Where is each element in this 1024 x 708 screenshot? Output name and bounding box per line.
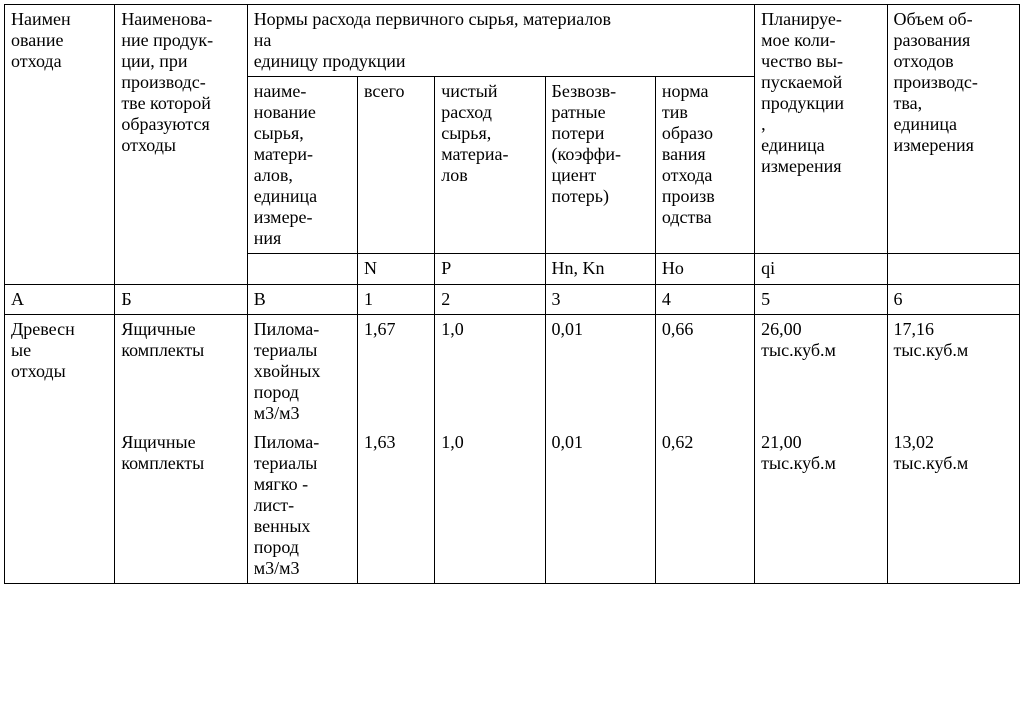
symbol-col-3: Hn, Kn bbox=[545, 254, 655, 285]
index-col-3: 3 bbox=[545, 285, 655, 315]
header-col-group: Нормы расхода первичного сырья, материал… bbox=[247, 5, 754, 77]
cell-col-v: Пилома-териалыхвойныхпородм3/м3 bbox=[247, 315, 357, 429]
header-col-4: нормативобразованияотходапроизводства bbox=[655, 77, 754, 254]
cell-col-b: Ящичныекомплекты bbox=[115, 315, 247, 429]
index-col-5: 5 bbox=[755, 285, 887, 315]
index-col-4: 4 bbox=[655, 285, 754, 315]
table-row: Ящичныекомплекты Пилома-териалымягко -ли… bbox=[5, 428, 1020, 584]
header-col-v: наиме-нованиесырья,матери-алов,единицаиз… bbox=[247, 77, 357, 254]
cell-col-5: 21,00тыс.куб.м bbox=[755, 428, 887, 584]
header-col-1: всего bbox=[358, 77, 435, 254]
cell-col-6: 17,16тыс.куб.м bbox=[887, 315, 1019, 429]
header-col-5: Планируе-мое коли-чество вы-пускаемойпро… bbox=[755, 5, 887, 254]
header-col-6: Объем об-разованияотходовпроизводс-тва,е… bbox=[887, 5, 1019, 254]
symbol-col-5: qi bbox=[755, 254, 887, 285]
cell-col-3: 0,01 bbox=[545, 315, 655, 429]
cell-col-1: 1,63 bbox=[358, 428, 435, 584]
header-row-1: Наименованиеотхода Наименова-ние продук-… bbox=[5, 5, 1020, 77]
index-col-b: Б bbox=[115, 285, 247, 315]
cell-col-3: 0,01 bbox=[545, 428, 655, 584]
symbol-col-2: P bbox=[435, 254, 545, 285]
cell-col-v: Пилома-териалымягко -лист-венныхпородм3/… bbox=[247, 428, 357, 584]
symbol-col-v bbox=[247, 254, 357, 285]
header-col-a: Наименованиеотхода bbox=[5, 5, 115, 285]
symbol-col-1: N bbox=[358, 254, 435, 285]
cell-col-a bbox=[5, 428, 115, 584]
symbol-col-6 bbox=[887, 254, 1019, 285]
table-row: Древесныеотходы Ящичныекомплекты Пилома-… bbox=[5, 315, 1020, 429]
cell-col-6: 13,02тыс.куб.м bbox=[887, 428, 1019, 584]
header-col-3: Безвозв-ратныепотери(коэффи-циентпотерь) bbox=[545, 77, 655, 254]
cell-col-4: 0,66 bbox=[655, 315, 754, 429]
cell-col-1: 1,67 bbox=[358, 315, 435, 429]
index-col-1: 1 bbox=[358, 285, 435, 315]
index-col-a: А bbox=[5, 285, 115, 315]
symbol-col-4: Ho bbox=[655, 254, 754, 285]
header-col-b: Наименова-ние продук-ции, припроизводс-т… bbox=[115, 5, 247, 285]
header-col-2: чистыйрасходсырья,материа-лов bbox=[435, 77, 545, 254]
index-col-v: В bbox=[247, 285, 357, 315]
index-row: А Б В 1 2 3 4 5 6 bbox=[5, 285, 1020, 315]
cell-col-b: Ящичныекомплекты bbox=[115, 428, 247, 584]
cell-col-a: Древесныеотходы bbox=[5, 315, 115, 429]
index-col-6: 6 bbox=[887, 285, 1019, 315]
cell-col-2: 1,0 bbox=[435, 315, 545, 429]
cell-col-5: 26,00тыс.куб.м bbox=[755, 315, 887, 429]
cell-col-4: 0,62 bbox=[655, 428, 754, 584]
index-col-2: 2 bbox=[435, 285, 545, 315]
cell-col-2: 1,0 bbox=[435, 428, 545, 584]
waste-norms-table: Наименованиеотхода Наименова-ние продук-… bbox=[4, 4, 1020, 584]
